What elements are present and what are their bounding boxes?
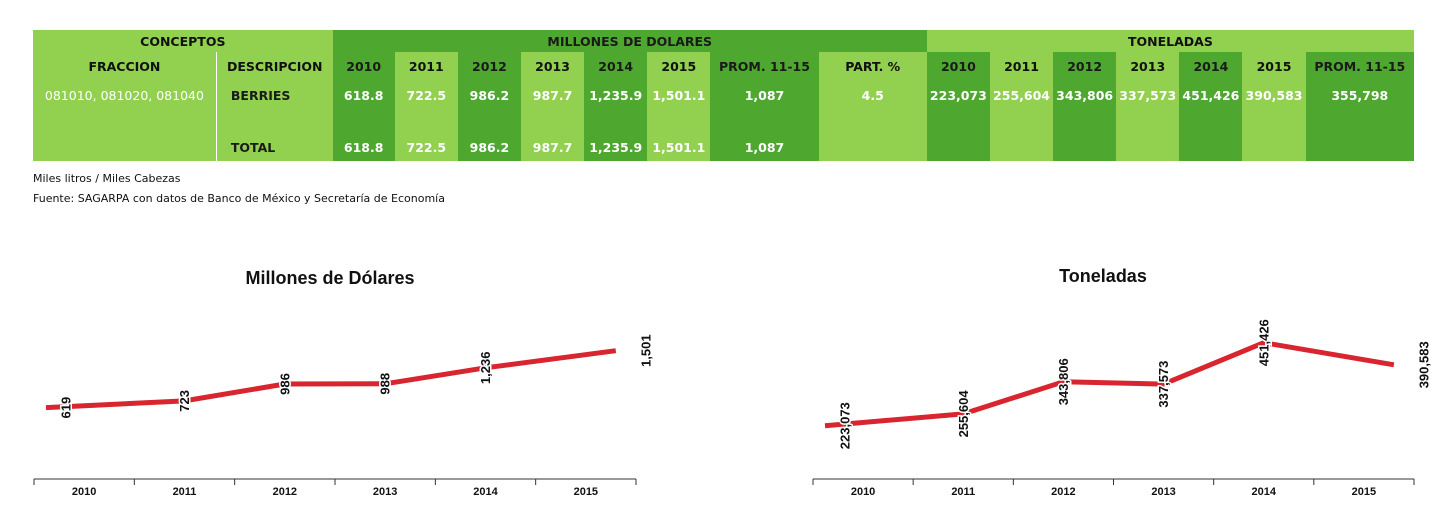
- header-descripcion: DESCRIPCION: [215, 52, 333, 80]
- x-tick-label-1-2: 2012: [1051, 486, 1075, 498]
- x-tick-label-0-3: 2013: [373, 486, 397, 498]
- header-ton-2011: 2011: [989, 52, 1054, 80]
- data-label-1-2: 343,806: [1056, 358, 1071, 405]
- header-usd-2012: 2012: [457, 52, 521, 80]
- cell-ton-2014: 451,426: [1179, 80, 1243, 110]
- series-line-1: [824, 340, 1395, 429]
- chart-title-0: Millones de Dólares: [245, 268, 414, 288]
- cell-usd-2014: 1,235.9: [584, 80, 648, 110]
- data-label-1-1: 255,604: [956, 390, 971, 438]
- data-label-0-4: 1,236: [478, 352, 493, 385]
- x-tick-label-0-0: 2010: [72, 486, 96, 498]
- cell-ton-2010: 223,073: [926, 80, 990, 110]
- cell-ton-2013: 337,573: [1116, 80, 1180, 110]
- x-tick-label-0-5: 2015: [574, 486, 598, 498]
- header-usd-2010: 2010: [332, 52, 395, 80]
- cell-ton-2015: 390,583: [1242, 80, 1306, 110]
- x-tick-label-1-4: 2014: [1252, 486, 1277, 498]
- cell-usd-2010: 618.8: [332, 80, 395, 110]
- header-ton-prom: PROM. 11-15: [1305, 52, 1414, 80]
- cell-total-usd-prom: 1,087: [710, 133, 819, 161]
- group-header-conceptos: CONCEPTOS: [33, 30, 333, 52]
- cell-usd-2012: 986.2: [457, 80, 521, 110]
- data-label-1-5: 390,583: [1416, 341, 1431, 388]
- header-usd-prom: PROM. 11-15: [710, 52, 819, 80]
- x-tick-label-0-2: 2012: [273, 486, 297, 498]
- series-line-0: [45, 348, 617, 411]
- cell-fraccion: 081010, 081020, 081040: [33, 80, 217, 110]
- group-header-ton: TONELADAS: [926, 30, 1414, 52]
- source-note: Fuente: SAGARPA con datos de Banco de Mé…: [33, 192, 445, 205]
- cell-descripcion: BERRIES: [215, 80, 333, 110]
- x-tick-label-0-4: 2014: [473, 486, 498, 498]
- cell-ton-2011: 255,604: [989, 80, 1054, 110]
- header-ton-2010: 2010: [926, 52, 990, 80]
- data-label-0-3: 988: [378, 373, 393, 395]
- data-label-0-5: 1,501: [638, 334, 653, 367]
- header-ton-2012: 2012: [1053, 52, 1117, 80]
- cell-usd-prom: 1,087: [710, 80, 819, 110]
- cell-ton-2012: 343,806: [1053, 80, 1117, 110]
- cell-total-label: TOTAL: [215, 133, 333, 161]
- group-header-usd: MILLONES DE DOLARES: [332, 30, 927, 52]
- chart-title-1: Toneladas: [1059, 266, 1147, 286]
- cell-usd-2015: 1,501.1: [647, 80, 711, 110]
- cell-total-usd-2015: 1,501.1: [647, 133, 711, 161]
- header-ton-2013: 2013: [1116, 52, 1180, 80]
- cell-usd-2013: 987.7: [521, 80, 585, 110]
- cell-total-usd-2011: 722.5: [394, 133, 458, 161]
- data-label-1-0: 223,073: [838, 402, 853, 449]
- header-usd-2015: 2015: [647, 52, 711, 80]
- cell-usd-2011: 722.5: [394, 80, 458, 110]
- x-tick-label-1-5: 2015: [1352, 486, 1376, 498]
- units-note: Miles litros / Miles Cabezas: [33, 172, 181, 185]
- header-usd-2014: 2014: [584, 52, 648, 80]
- cell-part: 4.5: [818, 80, 927, 110]
- x-tick-label-0-1: 2011: [173, 486, 197, 498]
- header-part: PART. %: [818, 52, 927, 80]
- header-ton-2015: 2015: [1242, 52, 1306, 80]
- cell-total-usd-2012: 986.2: [457, 133, 521, 161]
- data-table: CONCEPTOS MILLONES DE DOLARES TONELADAS …: [33, 30, 1414, 161]
- cell-total-usd-2013: 987.7: [521, 133, 585, 161]
- header-fraccion: FRACCION: [33, 52, 217, 80]
- x-tick-label-1-3: 2013: [1151, 486, 1175, 498]
- data-label-1-4: 451,426: [1256, 319, 1271, 366]
- header-ton-2014: 2014: [1179, 52, 1243, 80]
- data-label-0-1: 723: [177, 390, 192, 412]
- data-label-1-3: 337,573: [1156, 361, 1171, 408]
- header-usd-2013: 2013: [521, 52, 585, 80]
- header-usd-2011: 2011: [394, 52, 458, 80]
- x-tick-label-1-1: 2011: [951, 486, 975, 498]
- data-label-0-0: 619: [59, 397, 74, 419]
- cell-ton-prom: 355,798: [1305, 80, 1414, 110]
- data-label-0-2: 986: [277, 373, 292, 395]
- x-tick-label-1-0: 2010: [851, 486, 875, 498]
- cell-total-usd-2014: 1,235.9: [584, 133, 648, 161]
- cell-total-usd-2010: 618.8: [332, 133, 395, 161]
